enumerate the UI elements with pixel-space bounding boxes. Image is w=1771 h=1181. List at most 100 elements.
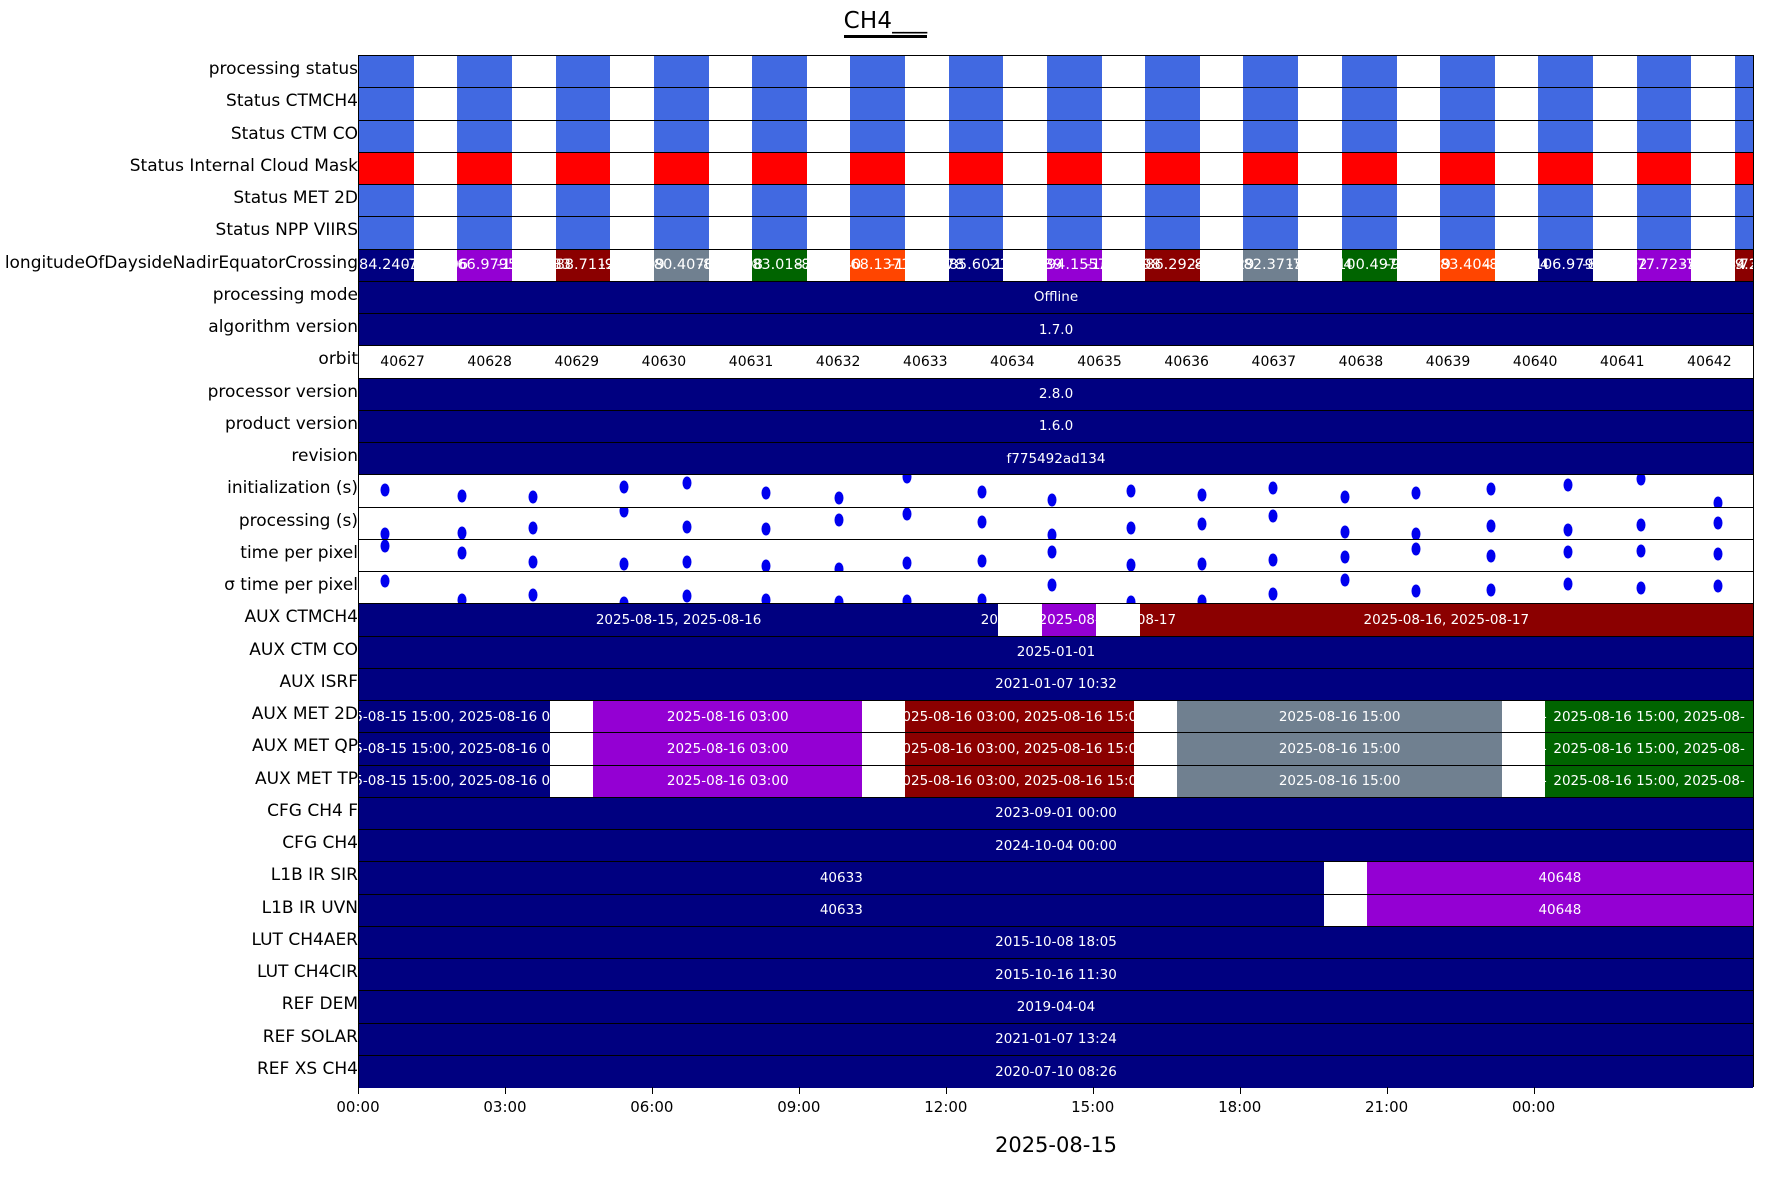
scatter-point — [1197, 557, 1207, 570]
scatter-point — [682, 520, 692, 534]
x-tick — [798, 1087, 800, 1094]
y-tick-label-ref-dem: REF DEM — [281, 994, 358, 1015]
status-block-3 — [653, 56, 709, 88]
scatter-point — [1486, 519, 1496, 533]
scatter-point — [1411, 486, 1421, 500]
status-block-6 — [948, 217, 1004, 249]
y-tick-label-aux-met-2d: AUX MET 2D — [251, 704, 358, 725]
segment-2: 2025-08-16 03:00 — [593, 733, 863, 765]
segment-5 — [1134, 765, 1178, 797]
timeline-row-time-per-pixel — [359, 572, 1753, 605]
x-tick-label-5: 15:00 — [1071, 1098, 1115, 1116]
status-block-11 — [1440, 88, 1495, 120]
y-tick-label-l1b-ir-uvn: L1B IR UVN — [261, 897, 358, 918]
scatter-point — [1713, 547, 1723, 560]
timeline-row-aux-met-tp: 2025-08-15 15:00, 2025-08-16 03:00 2025-0… — [359, 765, 1753, 798]
full-band-lut-ch4cir: 2015-10-16 11:30 — [359, 959, 1753, 991]
segment-2: 40648 — [1366, 862, 1753, 894]
y-tick-label-aux-met-tp: AUX MET TP — [255, 768, 358, 789]
scatter-point — [1486, 549, 1496, 563]
scatter-point — [1126, 484, 1136, 498]
y-tick-label-lut-ch4aer: LUT CH4AER — [251, 929, 358, 950]
scatter-point — [1047, 578, 1057, 591]
x-tick-label-8: 00:00 — [1511, 1098, 1556, 1116]
scatter-point — [977, 554, 987, 568]
scatter-point — [1340, 525, 1350, 539]
status-block-2 — [555, 217, 611, 249]
y-tick-label-initialization-s: initialization (s) — [227, 478, 358, 499]
x-tick-label-6: 18:00 — [1218, 1098, 1262, 1116]
full-band-product-version: 1.6.0 — [359, 410, 1753, 442]
timeline-row-status-ctm-co — [359, 120, 1753, 153]
scatter-point — [1411, 584, 1421, 598]
longitude-overlap-value: -107.0978 — [889, 257, 965, 274]
longitude-overlap-value: -103.0983 — [496, 257, 572, 274]
scatter-point — [457, 526, 467, 539]
status-block-11 — [1440, 120, 1495, 152]
scatter-point — [457, 546, 467, 560]
timeline-row-l1b-ir-sir: 40633 40648 — [359, 862, 1753, 895]
segment-1 — [549, 765, 594, 797]
segment-0: 40633 — [359, 862, 1324, 894]
y-tick-label-revision: revision — [291, 446, 358, 467]
full-band-aux-isrf: 2021-01-07 10:32 — [359, 668, 1753, 700]
status-block-2 — [555, 185, 611, 217]
longitude-overlap-value: -86.5234 — [1483, 257, 1550, 274]
orbit-value-40639: 40639 — [1425, 353, 1471, 370]
scatter-point — [619, 596, 629, 604]
scatter-point — [1268, 509, 1278, 523]
y-tick-label-orbit: orbit — [318, 349, 358, 370]
scatter-point — [1636, 475, 1646, 486]
scatter-point — [1197, 488, 1207, 502]
status-block-10 — [1341, 88, 1397, 120]
timeline-row-initialization-s — [359, 475, 1753, 508]
segment-2: 2025-08- — [1039, 604, 1100, 636]
status-block-1 — [457, 88, 513, 120]
y-tick-label-time-per-pixel: time per pixel — [240, 542, 358, 563]
page-title: CH4___ — [0, 8, 1771, 38]
status-block-14 — [1734, 120, 1753, 152]
status-block-9 — [1243, 88, 1299, 120]
y-tick-label-processor-version: processor version — [207, 381, 358, 402]
status-block-9 — [1243, 217, 1299, 249]
segment-3 — [1096, 604, 1140, 636]
segment-7 — [1502, 733, 1546, 765]
timeline-row-cfg-ch4-f: 2023-09-01 00:00 — [359, 797, 1753, 830]
longitude-overlap-value: -88.6292 — [1582, 257, 1648, 274]
status-block-10 — [1341, 120, 1397, 152]
timeline-row-aux-isrf: 2021-01-07 10:32 — [359, 668, 1753, 701]
scatter-point — [1126, 558, 1136, 571]
segment-0: 40633 — [359, 894, 1324, 926]
scatter-point — [1340, 490, 1350, 503]
segment-1 — [998, 604, 1043, 636]
orbit-value-40630: 40630 — [641, 353, 687, 370]
status-block-11 — [1440, 217, 1495, 249]
status-block-14 — [1734, 152, 1753, 184]
timeline-row-ref-dem: 2019-04-04 — [359, 991, 1753, 1024]
status-block-5 — [850, 56, 906, 88]
scatter-point — [619, 557, 629, 571]
scatter-point — [834, 513, 844, 527]
scatter-point — [682, 589, 692, 603]
segment-1 — [549, 701, 594, 733]
longitude-overlap-value: -86.6440 — [796, 257, 862, 274]
full-band-ref-dem: 2019-04-04 — [359, 991, 1753, 1023]
segment-8: 2025-08-16 15:00, 2025-08- — [1545, 733, 1753, 765]
status-block-9 — [1243, 185, 1299, 217]
status-block-13 — [1636, 185, 1692, 217]
timeline-row-orbit: 40627 40628 40629 40630 40631 40632 40633 40634… — [359, 346, 1753, 379]
scatter-point — [528, 490, 538, 504]
status-block-11 — [1440, 185, 1495, 217]
full-band-ref-solar: 2021-01-07 13:24 — [359, 1023, 1753, 1055]
longitude-overlap-value: -90.4529 — [1385, 257, 1451, 274]
timeline-row-revision: f775492ad134 — [359, 443, 1753, 476]
status-block-1 — [457, 56, 513, 88]
longitude-block-2: -88.7112 — [550, 249, 616, 281]
longitude-block-1: -66.9795 — [452, 249, 517, 281]
scatter-point — [380, 539, 390, 553]
longitude-value: -85.6021 — [943, 257, 1009, 274]
x-tick — [1386, 1087, 1388, 1094]
status-block-14 — [1734, 217, 1753, 249]
longitude-overlap-value: -79.2978 — [1720, 257, 1753, 274]
timeline-row-aux-met-2d: 2025-08-15 15:00, 2025-08-16 03:00 2025-0… — [359, 701, 1753, 734]
